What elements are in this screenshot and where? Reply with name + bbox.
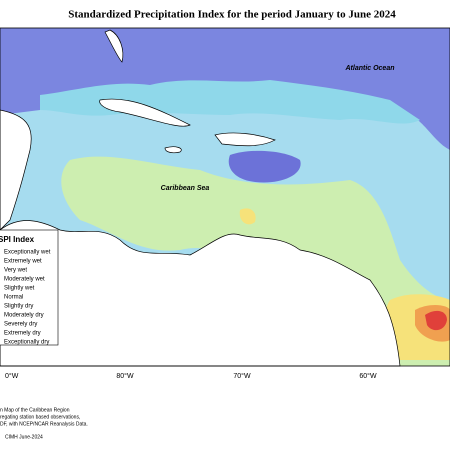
legend-item: Exceptionally wet (4, 250, 51, 256)
map-area (0, 27, 450, 367)
legend-item: Normal (4, 295, 23, 301)
sea-label: Caribbean Sea (161, 185, 210, 192)
legend-item: Slightly wet (4, 286, 35, 292)
note-line: regating station based observations, (0, 414, 80, 420)
legend-item: Moderately wet (4, 277, 45, 283)
land-jamaica (164, 146, 182, 154)
legend: SPI Index Exceptionally wet Extremely wet… (0, 229, 59, 346)
longitude-labels: 0°W 80°W 70°W 60°W (5, 372, 377, 380)
ocean-label: Atlantic Ocean (344, 65, 394, 72)
land-hispaniola (214, 132, 276, 147)
note-line: DF, with NCEP/NCAR Reanalysis Data. (0, 421, 88, 427)
map-title: Standardized Precipitation Index for the… (68, 9, 396, 21)
legend-item: Severely dry (4, 322, 37, 328)
credit: CIMH June-2024 (5, 434, 43, 440)
legend-item: Moderately dry (4, 313, 44, 319)
longitude-label: 80°W (116, 372, 134, 380)
legend-item: Extremely wet (4, 259, 42, 265)
spi-severe-dry (425, 310, 447, 331)
spi-dry-patch (239, 208, 256, 225)
legend-title: SPI Index (0, 235, 35, 244)
land-florida (104, 29, 124, 63)
legend-item: Slightly dry (4, 304, 33, 310)
longitude-label: 0°W (5, 372, 19, 380)
land-yucatan (0, 109, 32, 231)
land-cuba (99, 98, 191, 127)
spi-wet-patch (228, 150, 301, 183)
legend-box (0, 229, 59, 346)
longitude-label: 70°W (233, 372, 251, 380)
longitude-label: 60°W (359, 372, 377, 380)
map-frame (0, 27, 450, 367)
land-south-america (0, 220, 401, 367)
legend-item: Extremely dry (4, 331, 41, 337)
note-line: n Map of the Caribbean Region (0, 407, 70, 413)
legend-items: Exceptionally wet Extremely wet Very wet Mo… (4, 250, 51, 346)
legend-item: Very wet (4, 268, 27, 274)
legend-item: Exceptionally dry (4, 340, 49, 346)
